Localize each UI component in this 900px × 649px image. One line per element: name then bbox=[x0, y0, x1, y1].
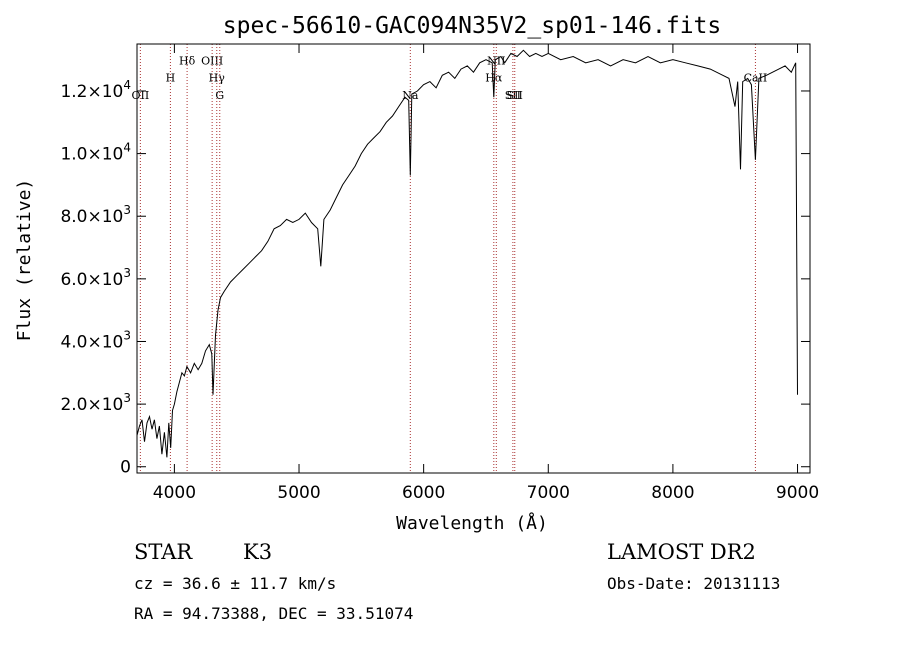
y-tick-label: 2.0×103 bbox=[60, 391, 131, 415]
y-tick-mantissa: 8.0×10 bbox=[60, 207, 123, 227]
coordinates-text: RA = 94.73388, DEC = 33.51074 bbox=[134, 604, 414, 623]
y-tick-mantissa: 6.0×10 bbox=[60, 270, 123, 290]
x-tick-label: 7000 bbox=[527, 483, 570, 503]
x-tick-label: 9000 bbox=[776, 483, 819, 503]
x-tick-label: 4000 bbox=[153, 483, 196, 503]
y-tick-exponent: 4 bbox=[123, 141, 131, 155]
spectrum-line bbox=[136, 49, 798, 458]
y-tick-exponent: 3 bbox=[123, 391, 131, 405]
y-tick-exponent: 3 bbox=[123, 203, 131, 217]
y-tick-label: 6.0×103 bbox=[60, 266, 131, 290]
y-tick-mantissa: 0 bbox=[120, 458, 131, 478]
chart-title: spec-56610-GAC094N35V2_sp01-146.fits bbox=[223, 13, 722, 39]
y-tick-mantissa: 2.0×10 bbox=[60, 395, 123, 415]
x-axis: 4000 5000 6000 7000 8000 9000 bbox=[153, 44, 819, 503]
y-tick-mantissa: 4.0×10 bbox=[60, 332, 123, 352]
line-marker-label: SII bbox=[507, 89, 523, 102]
series-group bbox=[136, 49, 798, 458]
line-marker-label: Hδ bbox=[179, 54, 196, 67]
y-tick-label: 0 bbox=[120, 458, 131, 478]
line-marker-label: CaII bbox=[744, 72, 768, 85]
line-marker-label: SII bbox=[505, 89, 521, 102]
x-tick-label: 5000 bbox=[277, 483, 320, 503]
y-tick-label: 1.2×104 bbox=[60, 78, 131, 102]
y-tick-mantissa: 1.2×10 bbox=[60, 82, 123, 102]
y-tick-exponent: 4 bbox=[123, 78, 131, 92]
plot-frame bbox=[136, 43, 811, 474]
line-marker-label: OII bbox=[132, 89, 150, 102]
x-tick-label: 6000 bbox=[402, 483, 445, 503]
y-tick-label: 8.0×103 bbox=[60, 203, 131, 227]
object-subclass: K3 bbox=[243, 540, 273, 564]
line-marker-label: Hγ bbox=[209, 72, 226, 85]
survey-name: LAMOST DR2 bbox=[607, 540, 756, 564]
line-marker-label: H bbox=[166, 72, 176, 85]
x-tick-label: 8000 bbox=[651, 483, 694, 503]
y-tick-mantissa: 1.0×10 bbox=[60, 145, 123, 165]
line-marker-label: G bbox=[215, 89, 224, 102]
y-tick-exponent: 3 bbox=[123, 266, 131, 280]
y-tick-exponent: 3 bbox=[123, 328, 131, 342]
y-tick-label: 1.0×104 bbox=[60, 141, 131, 165]
line-marker-label: Na bbox=[402, 89, 419, 102]
line-marker-label: NII bbox=[487, 54, 505, 67]
observation-date: Obs-Date: 20131113 bbox=[607, 574, 781, 593]
redshift-text: cz = 36.6 ± 11.7 km/s bbox=[134, 574, 337, 593]
y-tick-label: 4.0×103 bbox=[60, 328, 131, 352]
y-axis: 02.0×1034.0×1036.0×1038.0×1031.0×1041.2×… bbox=[60, 78, 810, 478]
object-class: STAR bbox=[134, 540, 193, 564]
line-marker-label: OIII bbox=[201, 54, 223, 67]
y-axis-label: Flux (relative) bbox=[14, 179, 35, 342]
x-axis-label: Wavelength (Å) bbox=[396, 512, 548, 534]
